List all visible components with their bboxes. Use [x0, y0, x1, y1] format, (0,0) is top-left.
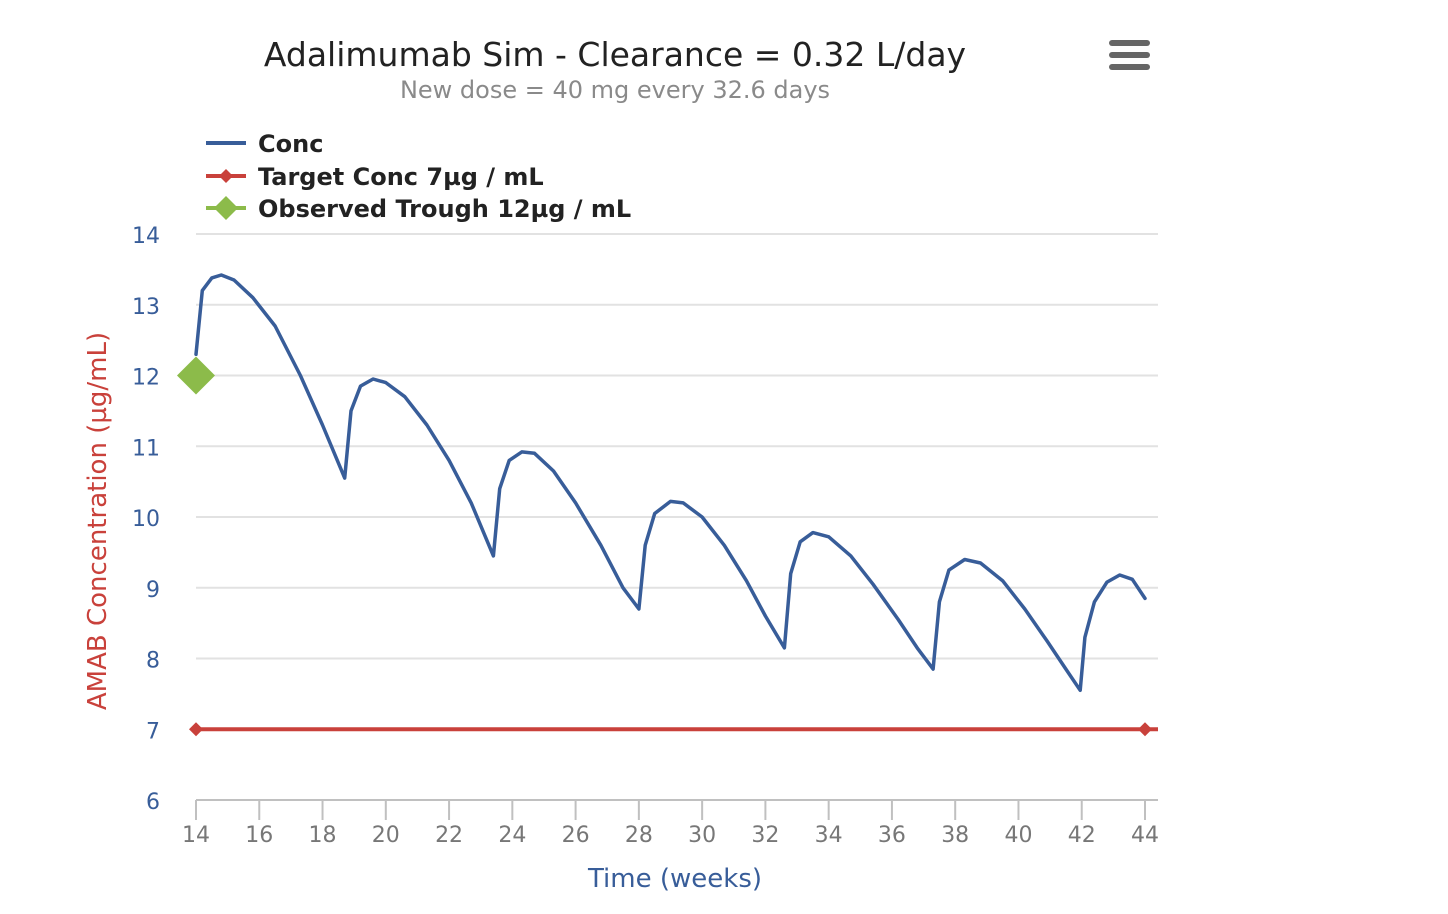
series-layer: [177, 273, 1158, 737]
legend-observed-marker: [214, 196, 238, 220]
x-tick-label: 30: [688, 823, 716, 848]
context-menu-button[interactable]: [1100, 34, 1160, 76]
y-axis: 6 7 8 9 10 11 12 13 14: [132, 224, 160, 815]
legend-item-conc[interactable]: Conc: [206, 130, 323, 158]
x-tick-label: 28: [625, 823, 653, 848]
series-observed-marker[interactable]: [177, 356, 215, 395]
x-tick-label: 18: [309, 823, 337, 848]
x-tick-label: 36: [878, 823, 906, 848]
y-tick-label: 11: [132, 436, 160, 461]
x-tick-label: 38: [941, 823, 969, 848]
chart-title: Adalimumab Sim - Clearance = 0.32 L/day: [264, 35, 966, 74]
x-tick-label: 44: [1131, 823, 1159, 848]
x-tick-label: 42: [1068, 823, 1096, 848]
legend-target-marker: [219, 169, 233, 183]
series-target-marker[interactable]: [1138, 722, 1152, 737]
hamburger-menu-icon: [1109, 40, 1150, 70]
chart-subtitle: New dose = 40 mg every 32.6 days: [400, 76, 830, 104]
y-tick-label: 7: [146, 719, 160, 744]
y-tick-label: 9: [146, 578, 160, 603]
x-tick-label: 32: [751, 823, 779, 848]
y-axis-title: AMAB Concentration (µg/mL): [83, 332, 113, 710]
y-tick-label: 10: [132, 507, 160, 532]
x-tick-label: 22: [435, 823, 463, 848]
y-tick-label: 14: [132, 224, 160, 249]
y-tick-label: 8: [146, 649, 160, 674]
legend-item-observed[interactable]: Observed Trough 12µg / mL: [206, 195, 631, 223]
legend-item-target[interactable]: Target Conc 7µg / mL: [206, 163, 544, 191]
x-axis-title: Time (weeks): [587, 864, 762, 894]
series-conc-line[interactable]: [194, 273, 1147, 693]
y-tick-label: 12: [132, 366, 160, 391]
x-tick-label: 40: [1004, 823, 1032, 848]
legend-observed-label: Observed Trough 12µg / mL: [258, 195, 631, 223]
x-tick-label: 14: [182, 823, 210, 848]
x-tick-label: 24: [498, 823, 526, 848]
legend-target-label: Target Conc 7µg / mL: [258, 163, 544, 191]
legend-conc-label: Conc: [258, 130, 323, 158]
series-target-marker[interactable]: [189, 722, 203, 737]
y-tick-label: 13: [132, 295, 160, 320]
x-tick-label: 34: [815, 823, 843, 848]
y-tick-label: 6: [146, 790, 160, 815]
x-tick-label: 16: [245, 823, 273, 848]
grid: [196, 233, 1158, 731]
x-tick-label: 26: [562, 823, 590, 848]
legend: Conc Target Conc 7µg / mL Observed Troug…: [206, 130, 631, 223]
x-axis: 14 16 18 20 22 24 26 28 30 32 34 36 38 40 42 44: [182, 799, 1159, 848]
x-tick-label: 20: [372, 823, 400, 848]
